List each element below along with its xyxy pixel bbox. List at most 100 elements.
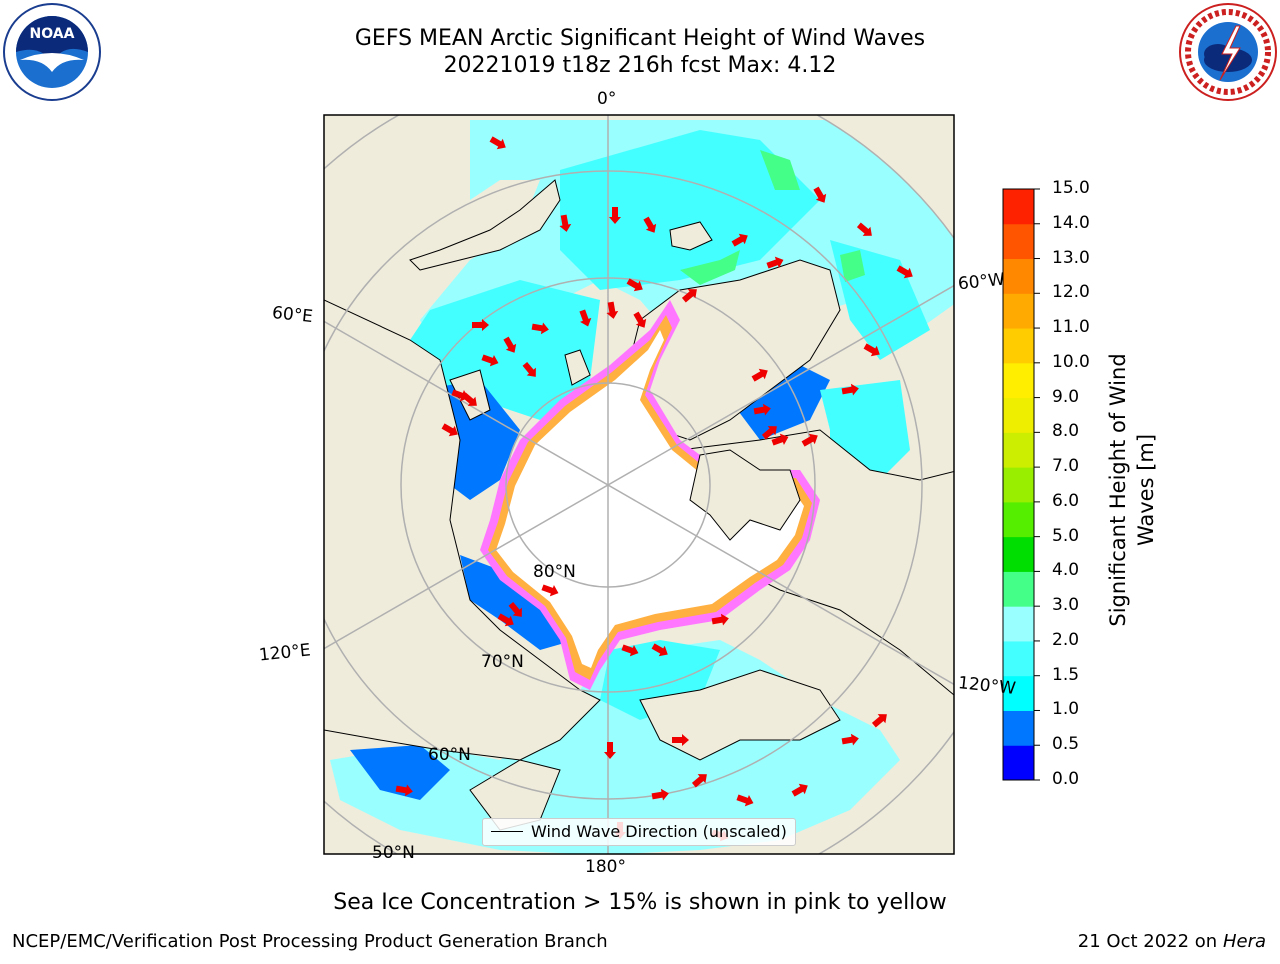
wind-wave-arrow bbox=[856, 222, 872, 236]
wind-wave-arrow bbox=[441, 423, 458, 437]
wind-wave-arrow bbox=[651, 643, 668, 657]
colorbar-swatch bbox=[1003, 293, 1034, 329]
colorbar-tick-label: 10.0 bbox=[1052, 351, 1090, 372]
wind-wave-arrow bbox=[791, 783, 808, 797]
colorbar-swatch bbox=[1003, 606, 1034, 642]
svalbard-land bbox=[564, 349, 591, 386]
colorbar-swatch bbox=[1003, 328, 1034, 364]
sea-ice bbox=[496, 330, 804, 668]
wind-wave-arrow bbox=[651, 788, 669, 801]
wind-wave-arrow bbox=[813, 186, 827, 203]
noaa-logo: NOAA bbox=[3, 3, 101, 101]
wind-wave-arrow bbox=[766, 256, 784, 269]
colorbar-tick-label: 1.0 bbox=[1052, 699, 1080, 720]
colorbar-tick-label: 11.0 bbox=[1052, 317, 1090, 338]
wind-wave-arrow bbox=[681, 289, 697, 303]
colorbar-swatch bbox=[1003, 536, 1034, 572]
colorbar-tick-label: 15.0 bbox=[1052, 178, 1090, 198]
wind-wave-arrow bbox=[863, 343, 880, 357]
colorbar-swatch bbox=[1003, 501, 1034, 538]
colorbar-label-line1: Significant Height of Wind bbox=[1106, 353, 1130, 626]
scandinavia-land bbox=[409, 179, 561, 271]
wind-wave-arrow bbox=[751, 368, 768, 382]
wind-wave-arrow bbox=[606, 301, 619, 319]
colorbar-label: Significant Height of Wind Waves [m] bbox=[1106, 353, 1158, 626]
norwegian-sea-field bbox=[560, 130, 820, 290]
wind-wave-arrow bbox=[472, 319, 489, 331]
wind-wave-arrow bbox=[497, 613, 514, 627]
meridian-120 bbox=[324, 284, 954, 650]
colorbar-tick-label: 1.5 bbox=[1052, 664, 1080, 685]
colorbar-tick-label: 2.0 bbox=[1052, 629, 1080, 650]
wind-wave-arrow bbox=[531, 322, 549, 335]
colorbar-tick-label: 14.0 bbox=[1052, 212, 1090, 233]
wind-wave-arrow bbox=[541, 584, 559, 597]
label-parallel-60n: 60°N bbox=[428, 745, 471, 765]
wind-wave-arrow bbox=[604, 742, 616, 759]
map-frame bbox=[323, 114, 955, 855]
wind-wave-arrow bbox=[451, 389, 469, 402]
colorbar-tick-label: 8.0 bbox=[1052, 421, 1080, 442]
colorbar-swatch bbox=[1003, 397, 1034, 433]
colorbar-label-line2: Waves [m] bbox=[1134, 434, 1158, 546]
legend-label: Wind Wave Direction (unscaled) bbox=[531, 822, 787, 841]
chart-subtitle: 20221019 t18z 216h fcst Max: 4.12 bbox=[443, 53, 837, 78]
colorbar-frame bbox=[1002, 188, 1035, 781]
date-line: 21 Oct 2022 on Hera bbox=[1078, 931, 1266, 952]
colorbar-tick-label: 5.0 bbox=[1052, 525, 1080, 546]
wind-wave-arrow bbox=[633, 311, 647, 328]
colorbar-swatch bbox=[1003, 362, 1034, 399]
okhotsk-field bbox=[350, 745, 450, 800]
wind-wave-arrow bbox=[691, 774, 707, 788]
wind-wave-arrow bbox=[801, 433, 818, 447]
wind-wave-arrow bbox=[871, 714, 887, 728]
credit-line: NCEP/EMC/Verification Post Processing Pr… bbox=[12, 931, 608, 952]
wind-wave-arrow bbox=[841, 733, 859, 746]
wind-wave-arrow bbox=[711, 613, 729, 626]
wind-wave-arrow bbox=[522, 361, 536, 377]
colorbar-swatch bbox=[1003, 258, 1034, 294]
colorbar bbox=[1003, 188, 1040, 781]
colorbar-swatch bbox=[1003, 467, 1034, 503]
colorbar-swatch bbox=[1003, 223, 1034, 260]
graticule bbox=[324, 115, 954, 854]
wind-wave-arrow bbox=[579, 309, 592, 327]
colorbar-swatch bbox=[1003, 675, 1034, 711]
green-patch-2 bbox=[840, 250, 865, 282]
host-name: Hera bbox=[1222, 931, 1266, 952]
wind-wave-arrow bbox=[489, 136, 506, 150]
wind-wave-arrow bbox=[731, 233, 748, 247]
arctic-archipelago bbox=[689, 449, 801, 541]
wind-wave-arrow bbox=[609, 207, 621, 224]
label-meridian-180: 180° bbox=[585, 857, 626, 877]
wind-wave-arrow bbox=[753, 403, 771, 416]
colorbar-swatch bbox=[1003, 571, 1034, 607]
chart-title: GEFS MEAN Arctic Significant Height of W… bbox=[354, 26, 926, 51]
wind-wave-arrow bbox=[761, 426, 777, 440]
wind-wave-arrow bbox=[771, 433, 789, 446]
colorbar-swatch bbox=[1003, 432, 1034, 468]
alaska-land bbox=[639, 669, 841, 761]
colorbar-tick-label: 7.0 bbox=[1052, 456, 1080, 477]
colorbar-tick-label: 3.0 bbox=[1052, 595, 1080, 616]
colorbar-swatch bbox=[1003, 189, 1034, 225]
wind-wave-arrow bbox=[896, 265, 913, 279]
label-meridian-60e: 60°E bbox=[271, 302, 314, 328]
date-text: 21 Oct 2022 on bbox=[1077, 931, 1218, 952]
iceland-land bbox=[669, 221, 713, 251]
wind-wave-arrow bbox=[643, 216, 657, 233]
green-patch-1 bbox=[680, 250, 740, 285]
colorbar-tick-label: 9.0 bbox=[1052, 386, 1080, 407]
label-meridian-0: 0° bbox=[597, 89, 617, 109]
colorbar-swatch bbox=[1003, 640, 1034, 677]
novaya-zemlya-land bbox=[449, 369, 491, 421]
wind-wave-arrow bbox=[481, 354, 499, 367]
green-patch-3 bbox=[760, 150, 800, 190]
legend-line-sample bbox=[491, 831, 523, 832]
wind-wave-arrow bbox=[395, 784, 413, 797]
colorbar-tick-label: 0.5 bbox=[1052, 734, 1080, 755]
label-parallel-80n: 80°N bbox=[533, 562, 576, 582]
label-parallel-50n: 50°N bbox=[372, 843, 415, 863]
